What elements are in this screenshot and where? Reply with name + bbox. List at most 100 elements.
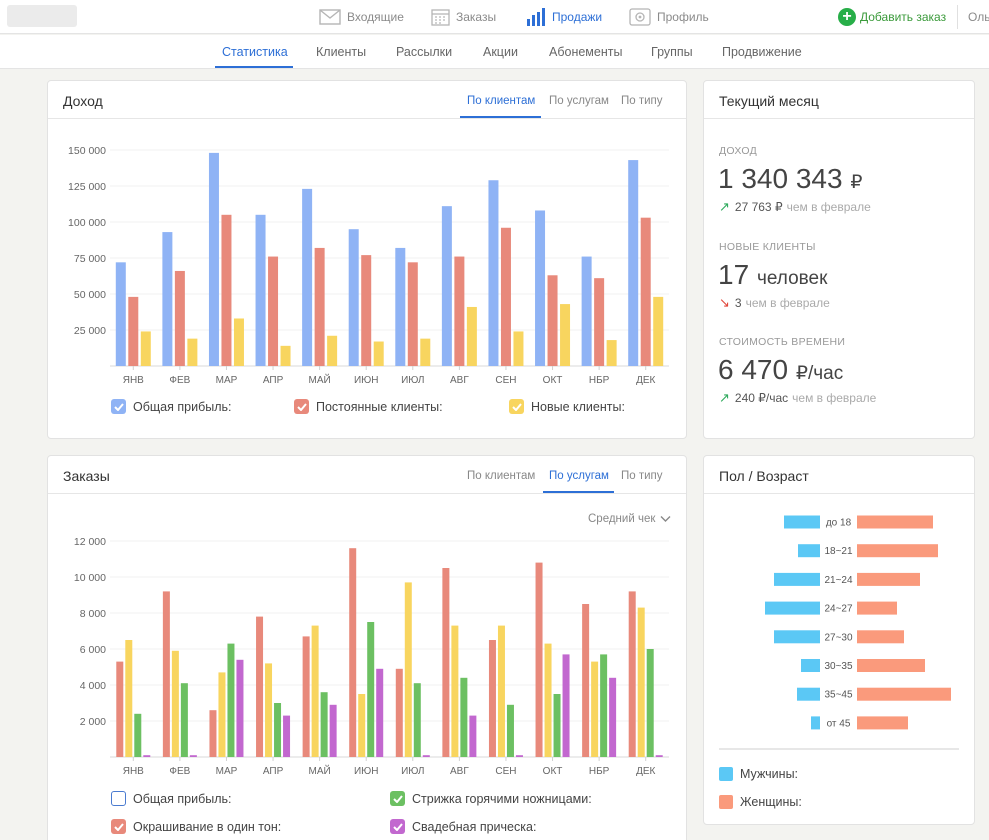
clients-stat-value: 17 человек: [718, 259, 827, 291]
x-tick-label: ДЕК: [636, 375, 655, 386]
nav-profile[interactable]: Профиль: [629, 0, 709, 34]
bar: [395, 247, 406, 366]
bar: [488, 180, 499, 366]
legend-wedding[interactable]: Свадебная прическа:: [390, 819, 536, 834]
nav-sales[interactable]: Продажи: [526, 0, 602, 34]
y-tick-label: 125 000: [68, 181, 106, 193]
bar: [609, 677, 617, 757]
bar: [227, 643, 235, 757]
chevron-down-icon: [660, 516, 671, 522]
legend-hot-scissors[interactable]: Стрижка горячими ножницами:: [390, 791, 592, 806]
subnav-promotion[interactable]: Продвижение: [722, 45, 802, 59]
y-tick-label: 50 000: [74, 289, 106, 301]
bar: [268, 256, 279, 366]
age-group-label: 27~30: [824, 632, 853, 643]
x-tick-label: АПР: [263, 375, 284, 386]
bar: [174, 270, 185, 366]
nav-orders[interactable]: Заказы: [431, 0, 496, 34]
bar: [302, 188, 313, 366]
subnav-clients[interactable]: Клиенты: [316, 45, 367, 59]
time-delta-note: чем в феврале: [792, 391, 877, 405]
sub-navigation: Статистика Клиенты Рассылки Акции Абонем…: [0, 35, 989, 69]
orders-tab-by-clients[interactable]: По клиентам: [467, 470, 536, 482]
legend-single-tone[interactable]: Окрашивание в один тон:: [111, 819, 281, 834]
clients-stat-delta: ↘ 3 чем в феврале: [719, 295, 830, 311]
bar: [274, 703, 282, 757]
orders-tab-by-services[interactable]: По услугам: [549, 470, 609, 482]
bar: [358, 694, 366, 757]
current-month-title: Текущий месяц: [719, 93, 819, 109]
logo[interactable]: [7, 5, 77, 27]
legend-total-profit[interactable]: Общая прибыль:: [111, 399, 232, 414]
dropdown-label: Средний чек: [588, 513, 656, 525]
nav-orders-label: Заказы: [456, 10, 497, 24]
time-stat-unit: ₽/час: [795, 363, 844, 384]
age-group-label: от 45: [827, 718, 851, 729]
checkbox-unchecked-icon: [111, 791, 126, 806]
arrow-up-icon: ↗: [719, 199, 730, 214]
income-stat-number: 1 340 343: [718, 163, 843, 194]
bar: [591, 661, 599, 757]
bar: [515, 755, 523, 757]
income-bar-chart: 25 000 50 000 75 000 100 000 125 000 150 000 Я…: [68, 145, 669, 386]
legend-regular-clients[interactable]: Постоянные клиенты:: [294, 399, 443, 414]
add-order-button[interactable]: + Добавить заказ: [838, 7, 946, 27]
bar: [208, 152, 219, 366]
add-order-label: Добавить заказ: [860, 10, 947, 24]
income-tab-by-type[interactable]: По типу: [621, 95, 663, 107]
men-bar: [774, 572, 820, 586]
x-tick-label: ЯНВ: [123, 766, 144, 777]
income-tab-by-clients[interactable]: По клиентам: [467, 95, 536, 107]
women-bar: [857, 716, 908, 730]
current-month-header: Текущий месяц: [704, 81, 974, 119]
subnav-statistics[interactable]: Статистика: [222, 45, 288, 59]
x-tick-label: ИЮЛ: [401, 375, 424, 386]
bar: [218, 672, 226, 757]
y-tick-label: 4 000: [80, 680, 106, 692]
legend-single-tone-label: Окрашивание в один тон:: [133, 819, 282, 834]
subnav-subscriptions[interactable]: Абонементы: [549, 45, 623, 59]
women-bar: [857, 687, 951, 701]
legend-orders-total-profit[interactable]: Общая прибыль:: [111, 791, 232, 806]
bar: [469, 715, 477, 757]
nav-inbox[interactable]: Входящие: [319, 0, 404, 34]
legend-new-clients[interactable]: Новые клиенты:: [509, 399, 625, 414]
income-tab-indicator: [460, 116, 541, 118]
bar: [653, 296, 664, 366]
clients-delta-note: чем в феврале: [745, 296, 830, 310]
income-card-title: Доход: [63, 93, 103, 109]
bar: [361, 255, 372, 366]
x-tick-label: НБР: [589, 766, 610, 777]
bar: [373, 341, 384, 366]
bar: [128, 296, 139, 366]
bar: [441, 206, 452, 366]
bar: [497, 625, 505, 757]
clients-stat-number: 17: [718, 259, 750, 290]
subnav-mailings[interactable]: Рассылки: [396, 45, 453, 59]
subnav-groups[interactable]: Группы: [651, 45, 693, 59]
y-tick-label: 8 000: [80, 608, 106, 620]
gender-age-title: Пол / Возраст: [719, 468, 809, 484]
bar: [560, 304, 571, 366]
subnav-promotions[interactable]: Акции: [483, 45, 518, 59]
checkbox-checked-icon: [294, 399, 309, 414]
clients-delta-value: 3: [734, 296, 742, 310]
bar: [488, 640, 496, 757]
age-group-label: 18~21: [824, 546, 853, 557]
average-check-dropdown[interactable]: Средний чек: [588, 513, 671, 525]
income-tab-by-services[interactable]: По услугам: [549, 95, 609, 107]
men-bar: [798, 544, 820, 558]
orders-tab-by-type[interactable]: По типу: [621, 470, 663, 482]
men-swatch: [719, 767, 733, 781]
gender-age-chart: до 18 18~21 21~24 24~27 27~30 30~35 35~45 от 45: [719, 515, 959, 750]
bar: [500, 227, 511, 366]
income-stat-unit: ₽: [850, 172, 863, 193]
user-menu[interactable]: Оль: [968, 10, 989, 24]
current-month-card: Текущий месяц ДОХОД 1 340 343 ₽ ↗ 27 763…: [703, 80, 975, 439]
legend-hot-scissors-label: Стрижка горячими ножницами:: [412, 791, 592, 806]
bar: [628, 591, 636, 757]
bar: [581, 256, 592, 366]
x-tick-label: МАЙ: [309, 764, 331, 777]
bar: [367, 622, 375, 757]
legend-orders-total-profit-label: Общая прибыль:: [133, 791, 232, 806]
